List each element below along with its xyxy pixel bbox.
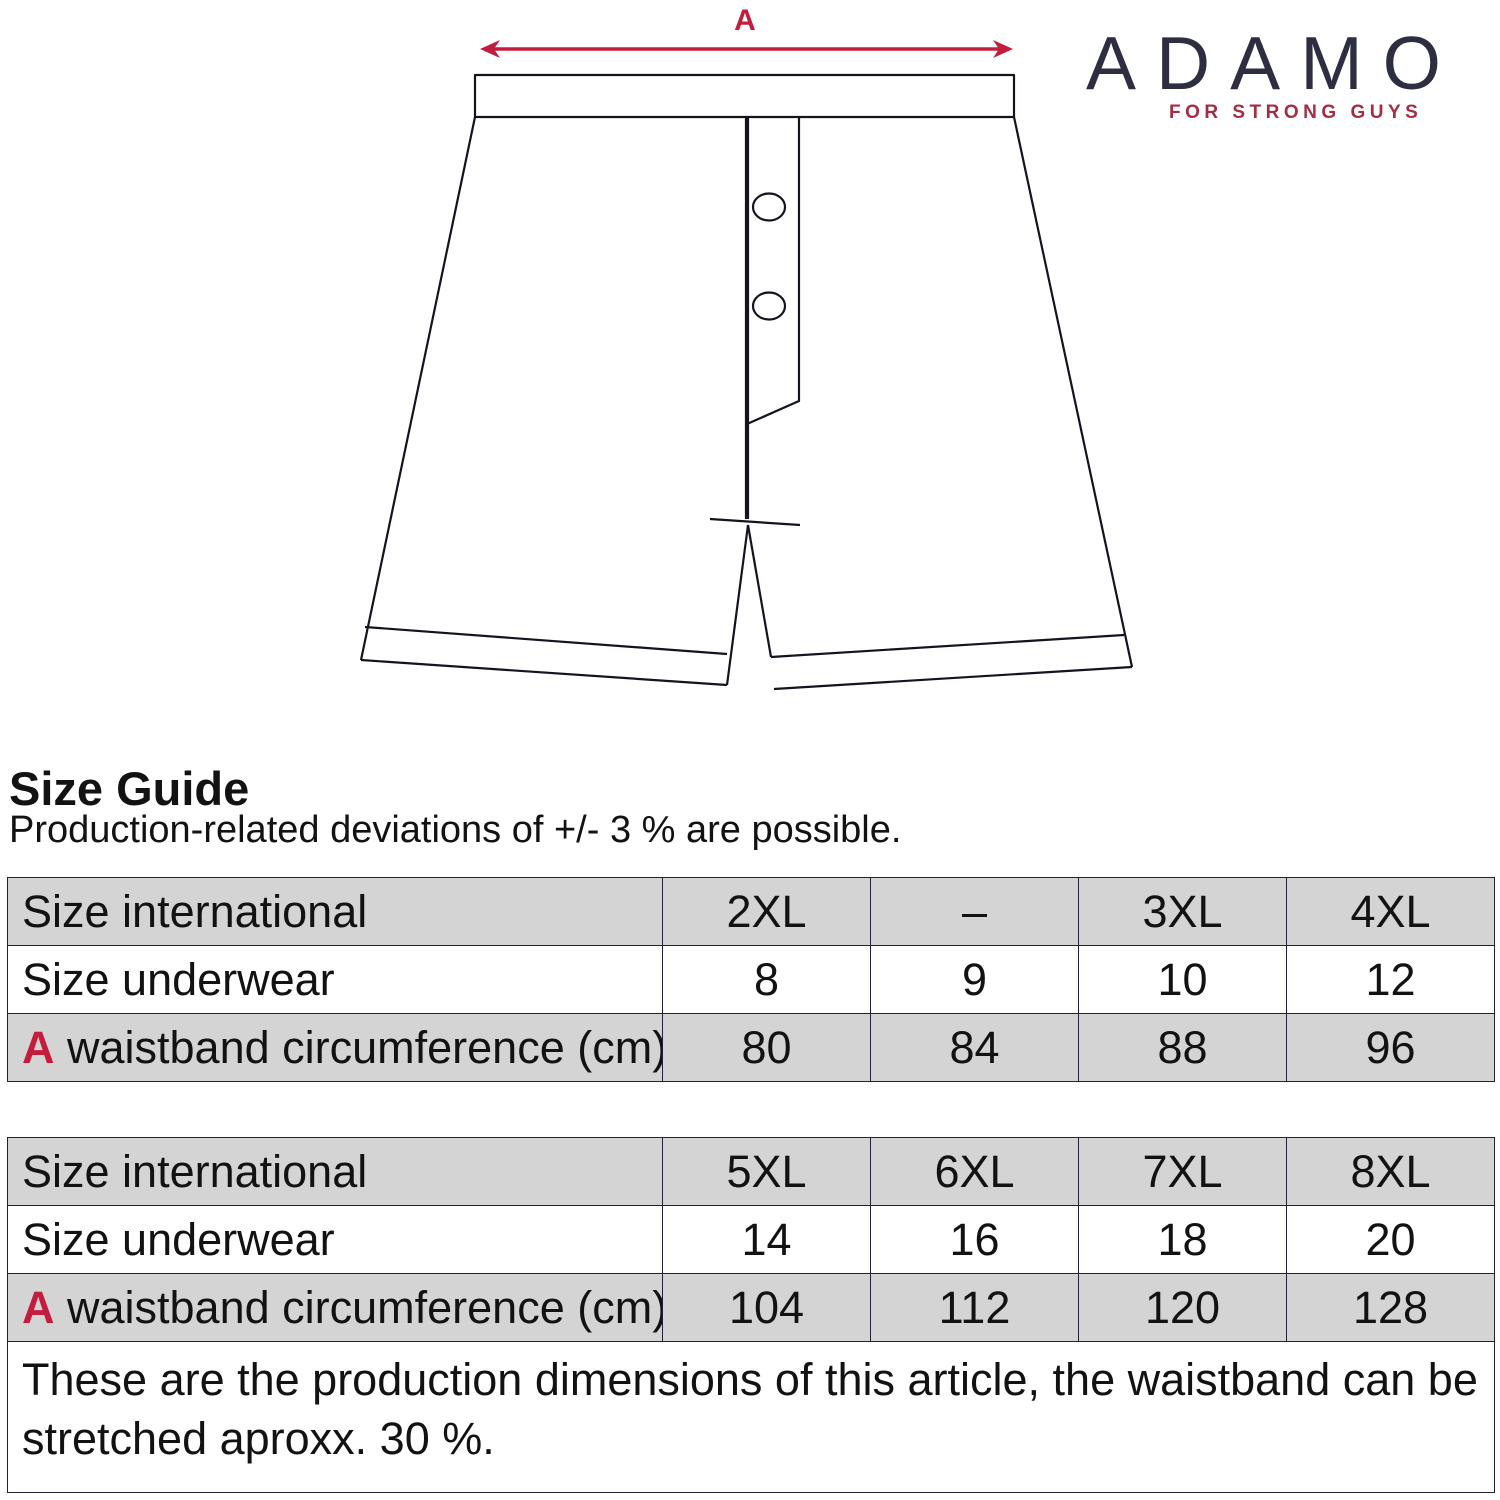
svg-text:A: A — [734, 4, 756, 37]
